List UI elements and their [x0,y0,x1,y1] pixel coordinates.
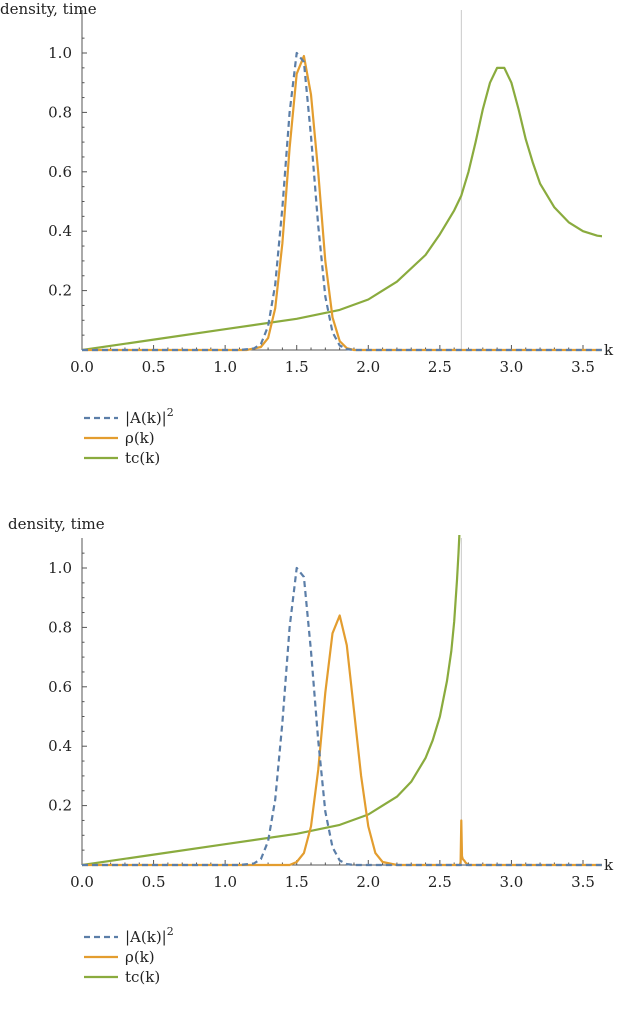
series-tck-line [82,66,602,352]
chart-top: density, time k 0.0 0.5 1.0 1.5 2.0 2.5 3.0 3.5 0.… [0,0,614,467]
x-tick-label: 0.5 [142,873,166,891]
legend-label: tc(k) [125,449,160,467]
y-tick-label: 1.0 [48,559,72,577]
legend-label: tc(k) [125,968,160,986]
x-tick-label: 1.5 [285,358,309,376]
y-tick-label: 0.6 [48,163,72,181]
series-ak-line [82,51,602,352]
series-ak-line [82,566,602,867]
x-tick-label: 1.5 [285,873,309,891]
legend-label: ρ(k) [125,429,155,447]
x-tick-label: 3.5 [571,873,595,891]
y-tick-label: 0.8 [48,618,72,636]
x-tick-label: 3.0 [499,358,523,376]
x-tick-label: 0.5 [142,358,166,376]
y-tick-label: 0.6 [48,678,72,696]
y-tick-label: 0.4 [48,222,72,240]
x-tick-label: 1.0 [213,358,237,376]
y-axis-title: density, time [0,0,97,18]
x-tick-label: 2.0 [356,358,380,376]
plot-area [82,535,602,867]
series-k-line [82,54,602,352]
chart-bottom: density, time k 0.0 0.5 1.0 1.5 2.0 2.5 3.0 3.5 0.… [8,515,614,986]
series-tck-line [82,535,461,867]
x-tick-label: 1.0 [213,873,237,891]
y-tick-label: 1.0 [48,44,72,62]
y-tick-label: 0.4 [48,737,72,755]
legend-label: |A(k)|2 [125,406,174,427]
x-tick-label: 2.5 [428,873,452,891]
x-axis-title: k [604,856,614,874]
x-tick-label: 2.0 [356,873,380,891]
legend-label: ρ(k) [125,948,155,966]
series-k-line [82,614,602,867]
y-axis-title: density, time [8,515,105,533]
y-tick-label: 0.8 [48,103,72,121]
x-tick-label: 2.5 [428,358,452,376]
y-tick-label: 0.2 [48,282,72,300]
x-tick-label: 0.0 [70,873,94,891]
y-tick-label: 0.2 [48,797,72,815]
x-tick-label: 3.0 [499,873,523,891]
plot-area [82,51,602,352]
x-tick-label: 0.0 [70,358,94,376]
x-tick-label: 3.5 [571,358,595,376]
x-axis-title: k [604,341,614,359]
legend-label: |A(k)|2 [125,925,174,946]
